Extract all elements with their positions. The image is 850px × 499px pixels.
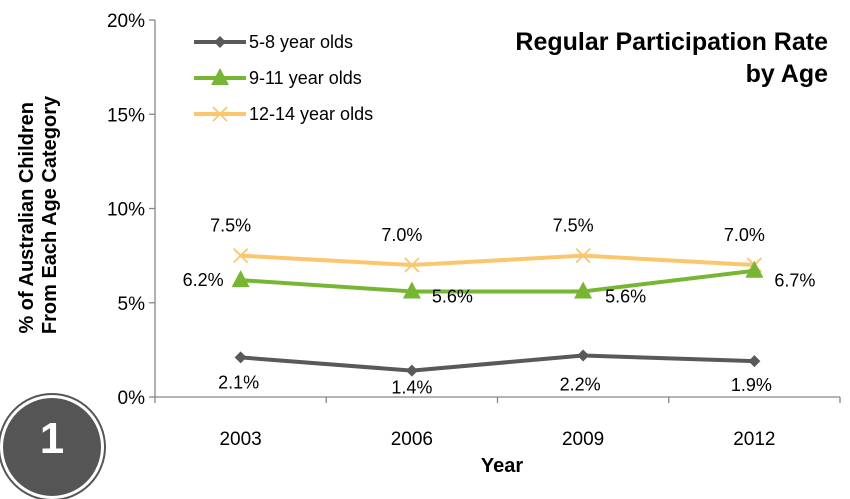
y-tick-label: 5% [118, 294, 146, 315]
legend-marker [214, 36, 226, 48]
chart-title-line2: by Age [745, 60, 828, 88]
data-point-marker [745, 260, 764, 278]
y-tick-label: 10% [107, 200, 145, 221]
data-point-marker [405, 364, 418, 377]
legend-item: 12-14 year olds [194, 104, 373, 124]
data-point-marker [748, 355, 761, 368]
series-12-14-year-olds [232, 247, 763, 273]
data-label: 7.5% [553, 216, 594, 236]
legend-item: 9-11 year olds [194, 68, 362, 88]
y-tick-label: 15% [107, 105, 145, 126]
axes: 0% 5% 10% 15% 20% 2003 2006 2009 2012 [107, 11, 841, 450]
data-label: 5.6% [432, 286, 473, 306]
data-label: 2.2% [560, 375, 601, 395]
y-axis-title: % of Australian Children From Each Age C… [16, 95, 61, 334]
x-tick-label: 2003 [219, 429, 261, 450]
x-tick-label: 2006 [391, 429, 433, 450]
series-9-11-year-olds [231, 260, 764, 299]
number-badge: 1 [0, 395, 104, 499]
legend-label: 9-11 year olds [249, 68, 362, 88]
series-5-8-year-olds [234, 349, 761, 377]
data-point-marker [404, 257, 420, 273]
line-chart: 0%5%10%15%20%2003 2006 2009 2012 2.1% 1.4% 2.… [16, 11, 841, 476]
series-line [240, 353, 755, 373]
series-line [240, 268, 755, 294]
data-point-marker [231, 270, 250, 288]
y-axis-title-line1: % of Australian Children [16, 102, 38, 334]
chart-title: Regular Participation Rate by Age [408, 26, 828, 90]
data-label: 5.6% [605, 286, 646, 306]
chart-title-line1: Regular Participation Rate [515, 28, 828, 56]
data-point-marker [232, 247, 249, 264]
x-axis-title: Year [481, 455, 523, 476]
data-label: 7.5% [210, 216, 251, 236]
data-point-marker [577, 349, 590, 362]
data-label: 1.9% [731, 375, 772, 395]
y-tick-label: 20% [107, 11, 145, 32]
data-label: 7.0% [381, 225, 422, 245]
data-point-marker [574, 281, 593, 299]
legend-item: 5-8 year olds [194, 32, 353, 52]
legend: 5-8 year olds 9-11 year olds 12-14 year ol… [194, 32, 373, 124]
legend-label: 12-14 year olds [249, 104, 373, 124]
y-axis-title-line2: From Each Age Category [39, 95, 61, 334]
legend-marker [211, 68, 229, 85]
data-point-marker [234, 351, 247, 364]
legend-marker [212, 106, 228, 122]
data-point-marker [402, 281, 421, 299]
data-point-marker [575, 247, 591, 264]
data-labels: 2.1% 1.4% 2.2% 1.9% 6.2% 5.6% 5.6% 6.7% 7.5% 7.0%… [183, 216, 816, 398]
badge-number: 1 [39, 414, 65, 463]
data-label: 7.0% [724, 225, 765, 245]
series-layer [231, 247, 764, 377]
x-tick-label: 2009 [562, 429, 604, 450]
series-line [240, 253, 755, 268]
data-label: 2.1% [218, 372, 259, 392]
data-label: 6.2% [183, 270, 224, 290]
data-label: 1.4% [391, 378, 432, 398]
x-tick-label: 2012 [733, 429, 775, 450]
data-label: 6.7% [774, 271, 815, 291]
y-tick-label: 0% [118, 388, 146, 409]
legend-label: 5-8 year olds [249, 32, 353, 52]
